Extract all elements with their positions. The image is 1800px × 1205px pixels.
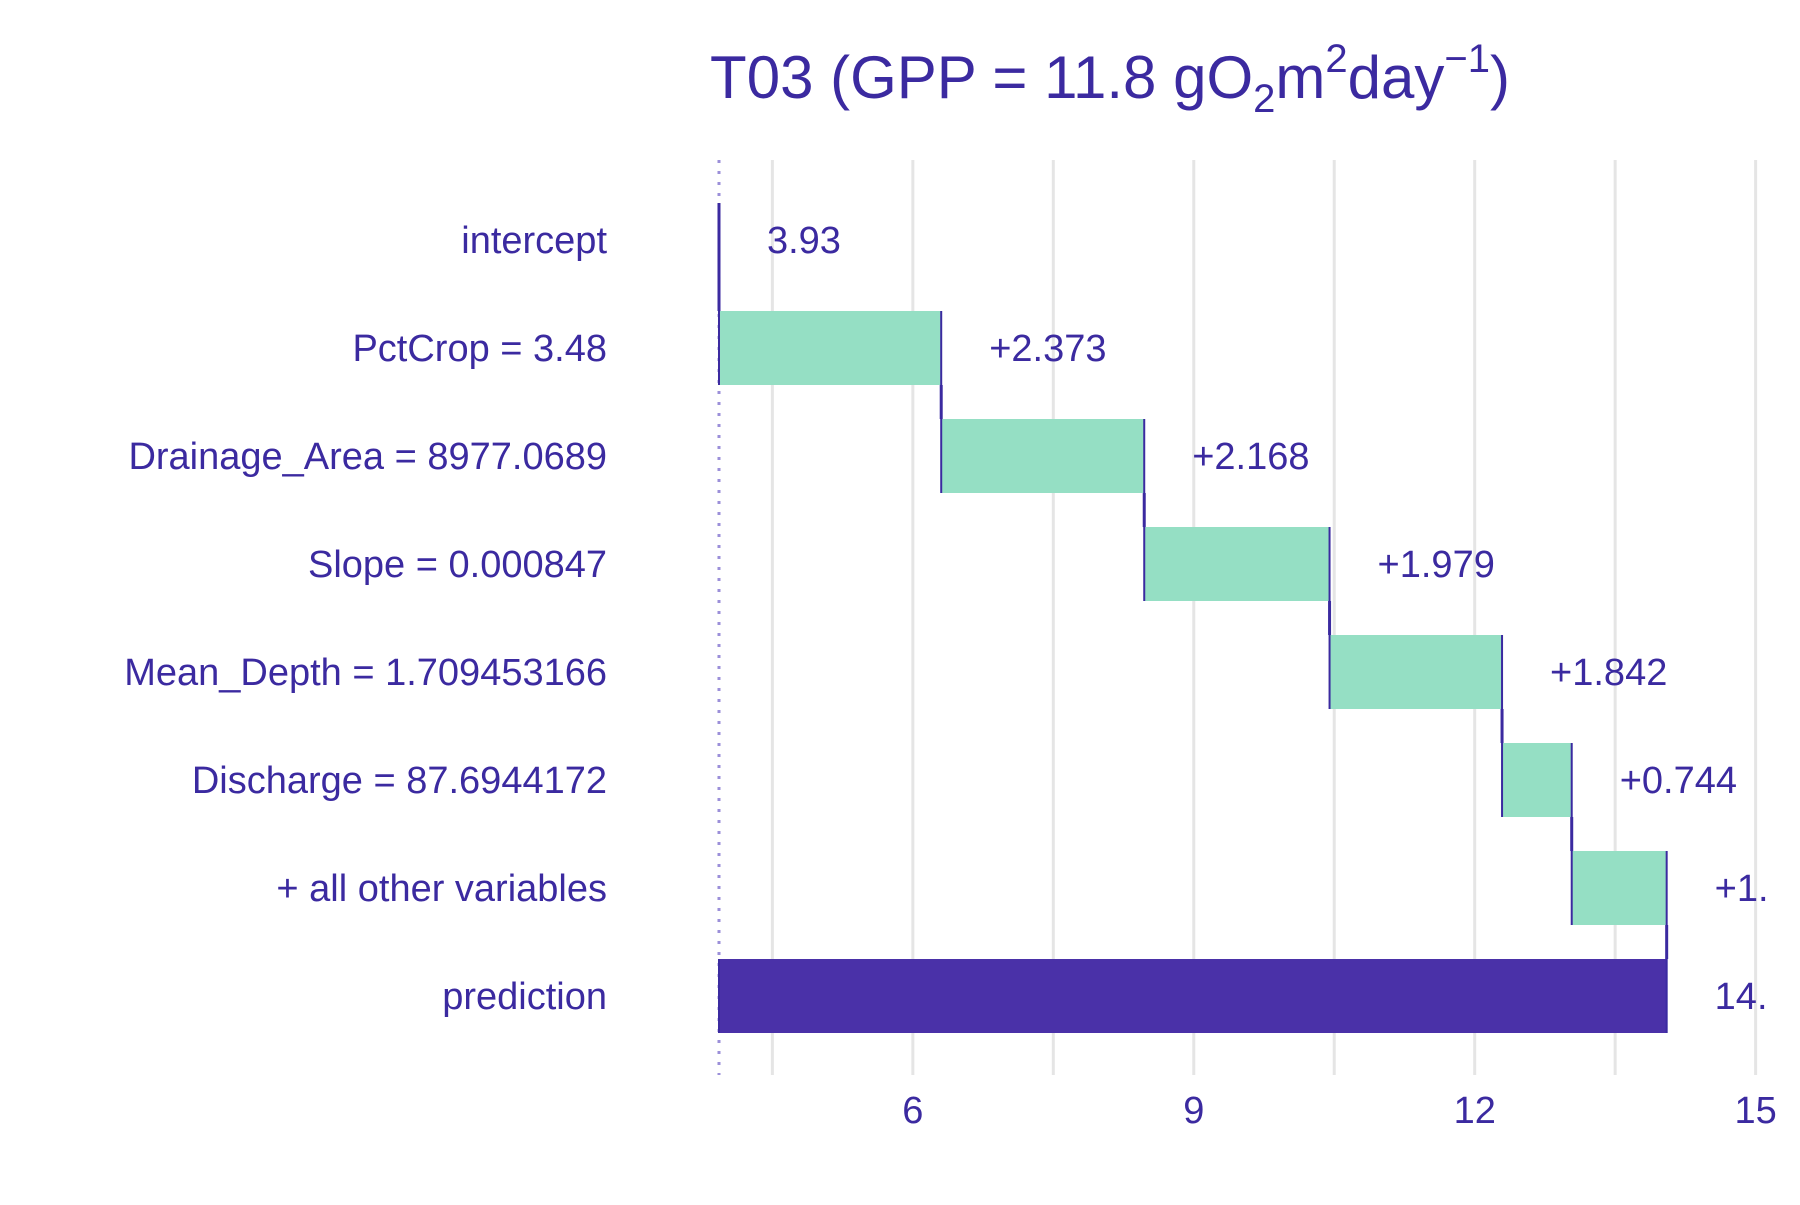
contribution-bar bbox=[718, 311, 942, 385]
title-mid: m bbox=[1275, 44, 1325, 111]
grid-layer bbox=[717, 160, 1758, 1075]
value-label: +1.979 bbox=[1378, 544, 1495, 586]
value-label: +0.744 bbox=[1620, 760, 1737, 802]
prediction-bar bbox=[718, 959, 1667, 1033]
contribution-bar bbox=[1144, 527, 1330, 601]
row-label: + all other variables bbox=[276, 868, 607, 910]
value-label: +1.842 bbox=[1550, 652, 1667, 694]
value-label: +1. bbox=[1715, 868, 1769, 910]
value-label: 3.93 bbox=[767, 220, 841, 262]
bar-layer bbox=[717, 203, 1669, 1033]
row-label: prediction bbox=[442, 976, 607, 1018]
title-close: ) bbox=[1490, 44, 1510, 111]
title-superscript-1: 2 bbox=[1325, 37, 1347, 81]
x-tick-label: 9 bbox=[1183, 1090, 1204, 1132]
value-label: 14. bbox=[1715, 976, 1768, 1018]
row-label: intercept bbox=[461, 220, 607, 262]
x-tick-label: 15 bbox=[1734, 1090, 1776, 1132]
title-end: day bbox=[1348, 44, 1445, 111]
contribution-bar bbox=[941, 419, 1145, 493]
row-label: PctCrop = 3.48 bbox=[352, 328, 607, 370]
label-layer: 6 9 12 15 intercept 3.93 PctCrop = 3.48 +2.373 D… bbox=[124, 220, 1777, 1132]
title-subscript: 2 bbox=[1253, 77, 1275, 121]
contribution-bar bbox=[1502, 743, 1572, 817]
contribution-bar bbox=[1571, 851, 1667, 925]
value-label: +2.373 bbox=[989, 328, 1106, 370]
title-main: T03 (GPP = 11.8 gO bbox=[710, 44, 1253, 111]
title-superscript-2: −1 bbox=[1444, 37, 1490, 81]
row-label: Mean_Depth = 1.709453166 bbox=[124, 652, 607, 694]
row-label: Discharge = 87.6944172 bbox=[192, 760, 607, 802]
row-label: Slope = 0.000847 bbox=[308, 544, 607, 586]
x-tick-label: 6 bbox=[902, 1090, 923, 1132]
x-tick-label: 12 bbox=[1454, 1090, 1496, 1132]
row-label: Drainage_Area = 8977.0689 bbox=[128, 436, 607, 478]
value-label: +2.168 bbox=[1192, 436, 1309, 478]
contribution-bar bbox=[1329, 635, 1503, 709]
chart-title: T03 (GPP = 11.8 gO2m2day−1) bbox=[710, 37, 1510, 121]
